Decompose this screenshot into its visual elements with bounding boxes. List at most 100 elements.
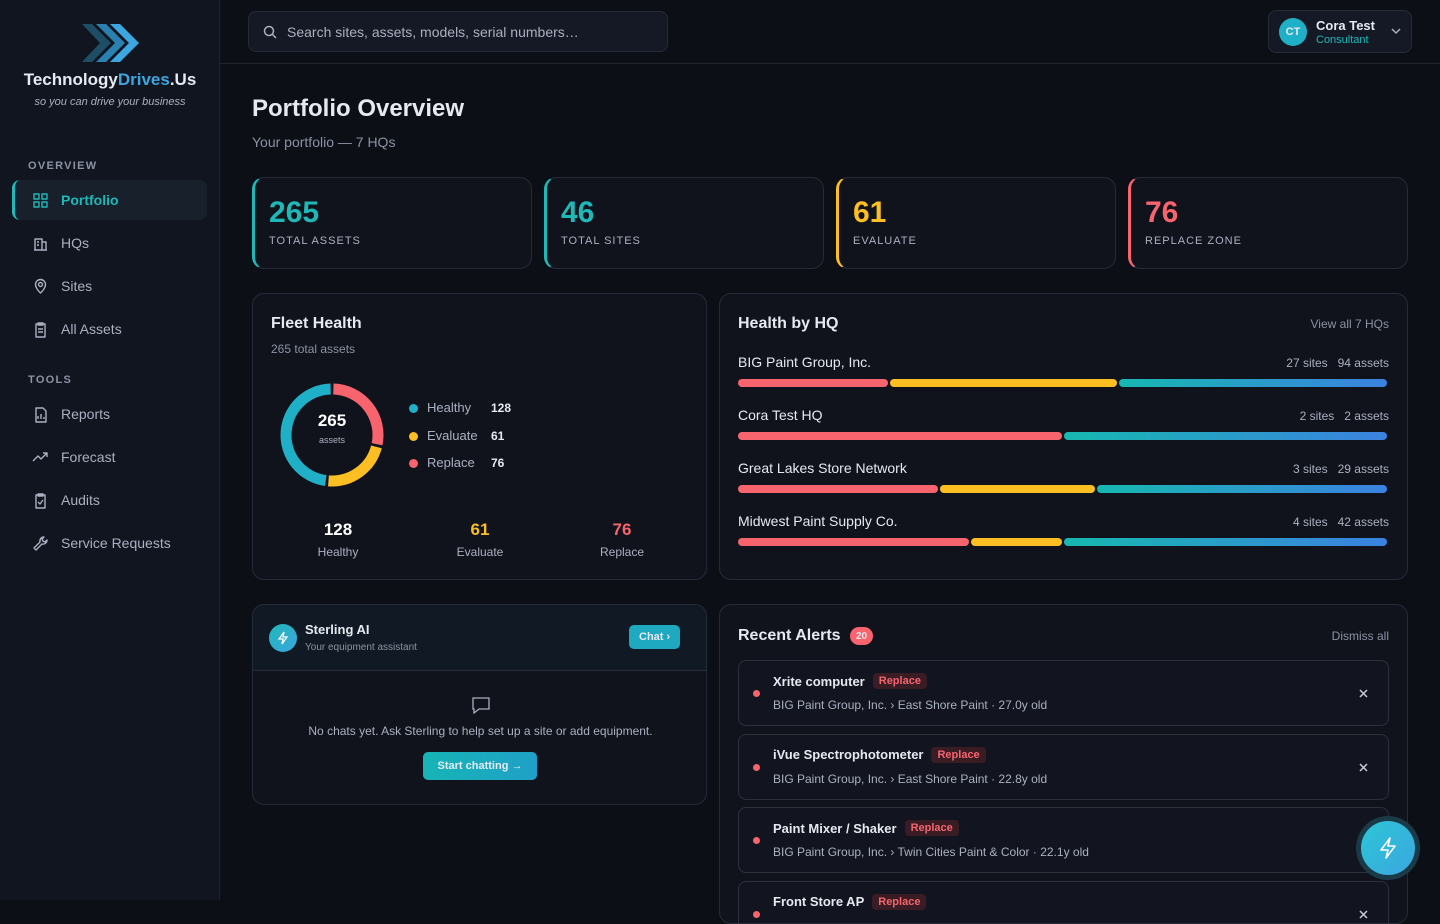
- nav-section-title: TOOLS: [28, 374, 72, 386]
- sidebar: TechnologyDrives.Us so you can drive you…: [0, 0, 220, 900]
- legend-dot: [409, 459, 418, 468]
- alert-title-row: Xrite computer Replace: [773, 673, 927, 689]
- nav-item[interactable]: Reports: [12, 394, 207, 434]
- nav-icon: [32, 406, 49, 423]
- health-bar-segment: [1119, 379, 1387, 387]
- nav-label: Forecast: [61, 449, 115, 465]
- nav-icon: [32, 535, 49, 552]
- health-bar-segment: [738, 538, 969, 546]
- hq-name: Great Lakes Store Network: [738, 460, 907, 476]
- stat-label: TOTAL ASSETS: [269, 235, 361, 247]
- fab-inner: [1361, 821, 1415, 875]
- start-chat-button[interactable]: Start chatting →: [423, 752, 537, 780]
- alert-detail: BIG Paint Group, Inc. › East Shore Paint…: [773, 698, 1047, 712]
- alert-dot: [753, 837, 760, 844]
- legend-label: Healthy: [427, 400, 471, 415]
- hq-assets: 29 assets: [1338, 462, 1389, 476]
- stat-label: TOTAL SITES: [561, 235, 641, 247]
- hq-sites: 2 sites: [1300, 409, 1335, 423]
- nav-item[interactable]: Audits: [12, 480, 207, 520]
- icon-path: [34, 536, 47, 549]
- health-bar-segment: [971, 538, 1062, 546]
- alert-title: Front Store AP: [773, 894, 864, 909]
- hq-sites: 3 sites: [1293, 462, 1328, 476]
- nav-icon: [32, 235, 49, 252]
- alert-close[interactable]: [1359, 685, 1368, 701]
- stat-label: EVALUATE: [853, 235, 917, 247]
- health-bar-segment: [738, 379, 888, 387]
- brand-part: .Us: [170, 70, 196, 89]
- donut-segment: [328, 447, 376, 481]
- alert-tag: Replace: [873, 673, 927, 689]
- alert-detail: BIG Paint Group, Inc. › East Shore Paint…: [773, 772, 1047, 786]
- assistant-fab[interactable]: [1356, 816, 1420, 880]
- legend-value: 76: [491, 456, 504, 470]
- nav-icon: [32, 192, 49, 209]
- stat-value: 61: [853, 196, 886, 230]
- hq-name: Cora Test HQ: [738, 407, 823, 423]
- search-box[interactable]: Search sites, assets, models, serial num…: [248, 11, 668, 52]
- page: Portfolio Overview {"brand":{"part1":"Te…: [0, 0, 1440, 900]
- assistant-icon: [269, 624, 297, 652]
- chat-icon: [471, 696, 491, 714]
- card-subtitle: 265 total assets: [271, 342, 355, 356]
- donut-total: 265: [318, 411, 346, 430]
- user-menu[interactable]: CT Cora Test Consultant: [1268, 10, 1412, 53]
- nav-item[interactable]: All Assets: [12, 309, 207, 349]
- chat-button[interactable]: Chat ›: [629, 625, 680, 649]
- stat-value: 46: [561, 196, 594, 230]
- hq-name: BIG Paint Group, Inc.: [738, 354, 871, 370]
- icon-path: [36, 494, 45, 508]
- nav-label: Reports: [61, 406, 110, 422]
- nav-label: HQs: [61, 235, 89, 251]
- hq-meta: 3 sites 29 assets: [1293, 462, 1389, 476]
- hq-meta: 27 sites 94 assets: [1286, 356, 1389, 370]
- hq-assets: 94 assets: [1338, 356, 1389, 370]
- nav-label: Service Requests: [61, 535, 171, 551]
- icon-path: [36, 323, 45, 337]
- nav-item[interactable]: Forecast: [12, 437, 207, 477]
- icon-path: [33, 453, 47, 461]
- summary-label: Healthy: [278, 545, 398, 559]
- alert-detail: BIG Paint Group, Inc. › Twin Cities Pain…: [773, 845, 1089, 859]
- view-all-link[interactable]: View all 7 HQs: [1311, 317, 1389, 331]
- nav-item[interactable]: HQs: [12, 223, 207, 263]
- alert-title: Xrite computer: [773, 674, 865, 689]
- search-icon: [263, 25, 277, 39]
- nav-item[interactable]: Service Requests: [12, 523, 207, 563]
- alert-dot: [753, 690, 760, 697]
- legend-value: 128: [491, 401, 511, 415]
- legend-dot: [409, 432, 418, 441]
- chevron: [1391, 28, 1401, 36]
- hq-assets: 42 assets: [1338, 515, 1389, 529]
- brand: TechnologyDrives.Us: [0, 70, 220, 90]
- nav-item[interactable]: Sites: [12, 266, 207, 306]
- health-bar-segment: [1097, 485, 1387, 493]
- assistant-card: Sterling AI Your equipment assistant Cha…: [252, 604, 707, 805]
- search-placeholder: Search sites, assets, models, serial num…: [287, 24, 579, 40]
- card-title: Fleet Health: [271, 315, 362, 333]
- alert-close[interactable]: [1359, 759, 1368, 775]
- tagline: so you can drive your business: [0, 96, 220, 108]
- dismiss-all[interactable]: Dismiss all: [1332, 629, 1389, 643]
- nav-item[interactable]: Portfolio: [12, 180, 207, 220]
- stat-card: 46 TOTAL SITES: [544, 177, 824, 269]
- user-role: Consultant: [1316, 34, 1369, 46]
- alert-close[interactable]: [1359, 906, 1368, 922]
- health-bar-segment: [738, 432, 1062, 440]
- alert-tag: Replace: [905, 820, 959, 836]
- hq-assets: 2 assets: [1344, 409, 1389, 423]
- brand-part: Drives: [118, 70, 170, 89]
- nav-label: Portfolio: [61, 192, 119, 208]
- hq-sites: 27 sites: [1286, 356, 1327, 370]
- avatar: CT: [1279, 18, 1307, 46]
- summary-value: 128: [278, 520, 398, 540]
- alert-title: Paint Mixer / Shaker: [773, 821, 897, 836]
- card-title: Recent Alerts: [738, 627, 841, 645]
